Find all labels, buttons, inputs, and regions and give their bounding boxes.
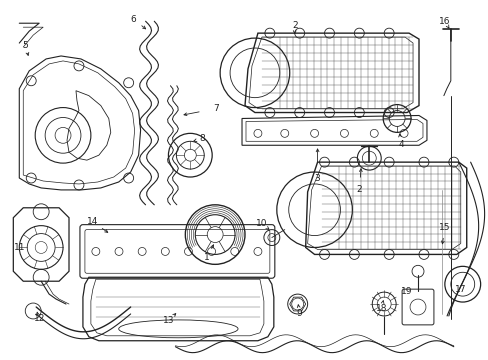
Text: 7: 7: [213, 104, 219, 113]
Text: 19: 19: [401, 287, 412, 296]
Text: 9: 9: [296, 310, 302, 319]
Text: 12: 12: [33, 314, 45, 323]
Text: 2: 2: [291, 21, 297, 30]
Text: 8: 8: [199, 134, 204, 143]
Text: 3: 3: [314, 174, 320, 183]
Text: 18: 18: [375, 305, 386, 314]
Text: 4: 4: [398, 140, 403, 149]
Text: 6: 6: [130, 15, 136, 24]
Text: 13: 13: [163, 316, 174, 325]
Text: 14: 14: [87, 217, 99, 226]
Text: 10: 10: [256, 219, 267, 228]
Text: 5: 5: [22, 41, 28, 50]
Text: 2: 2: [356, 185, 362, 194]
Text: 15: 15: [438, 223, 449, 232]
Text: 11: 11: [14, 243, 25, 252]
Text: 16: 16: [438, 17, 449, 26]
Text: 1: 1: [204, 253, 210, 262]
Text: 17: 17: [454, 285, 466, 294]
